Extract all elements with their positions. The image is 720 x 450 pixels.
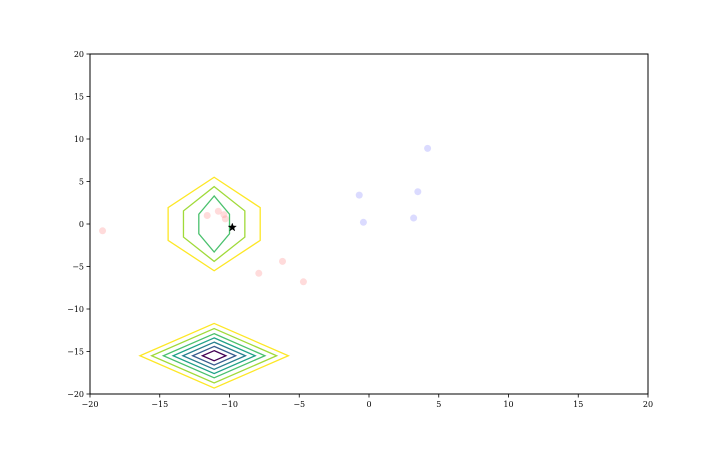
y-tick-label: 0 <box>79 220 84 229</box>
contour-line-diamond-2 <box>161 332 267 379</box>
axes-frame <box>89 53 649 395</box>
scatter-point-series1-4 <box>424 144 432 152</box>
contour-line-diamond-3 <box>171 337 257 375</box>
x-tick-label: 0 <box>366 400 371 409</box>
scatter-point-series1-0 <box>355 191 363 199</box>
contour-line-diamond-1 <box>150 327 279 384</box>
contour-line-hexagon-0 <box>167 176 261 272</box>
contour-line-hexagon-1 <box>182 185 246 263</box>
star-marker <box>227 222 237 232</box>
contour-line-diamond-5 <box>191 345 238 366</box>
x-tick-label: −20 <box>82 400 99 409</box>
contour-line-hexagon-2 <box>198 194 231 254</box>
marker-layer <box>227 222 237 232</box>
contour-line-diamond-6 <box>200 349 228 362</box>
scatter-point-series0-4 <box>221 215 229 223</box>
x-tick-label: 10 <box>503 400 513 409</box>
scatter-point-series1-1 <box>359 218 367 226</box>
points-layer <box>99 144 432 286</box>
scatter-point-series0-3 <box>220 211 228 219</box>
scatter-point-series0-2 <box>214 207 222 215</box>
scatter-point-series0-0 <box>99 227 107 235</box>
scatter-point-series0-5 <box>255 269 263 277</box>
scatter-point-series1-2 <box>410 214 418 222</box>
scatter-point-series1-3 <box>414 188 422 196</box>
y-axis-ticks: −20 −15 −10 −5 0 5 10 15 20 <box>67 50 90 399</box>
y-tick-label: −20 <box>67 390 84 399</box>
y-tick-label: 15 <box>74 93 84 102</box>
x-axis-ticks: −20 −15 −10 −5 0 5 10 15 20 <box>82 394 653 409</box>
x-tick-label: 5 <box>436 400 441 409</box>
y-tick-label: −5 <box>72 263 84 272</box>
y-tick-label: −15 <box>67 348 84 357</box>
contour-line-diamond-0 <box>138 322 290 389</box>
x-tick-label: 20 <box>643 400 653 409</box>
y-tick-label: 10 <box>74 135 84 144</box>
x-tick-label: −10 <box>221 400 238 409</box>
contour-line-diamond-4 <box>181 341 248 371</box>
y-tick-label: −10 <box>67 305 84 314</box>
y-tick-label: 20 <box>74 50 84 59</box>
y-tick-label: 5 <box>79 178 84 187</box>
x-tick-label: 15 <box>573 400 583 409</box>
scatter-point-series0-7 <box>299 278 307 286</box>
x-tick-label: −5 <box>293 400 305 409</box>
scatter-point-series0-6 <box>279 257 287 265</box>
contours-layer <box>138 176 290 389</box>
scatter-point-series0-1 <box>203 212 211 219</box>
x-tick-label: −15 <box>151 400 168 409</box>
